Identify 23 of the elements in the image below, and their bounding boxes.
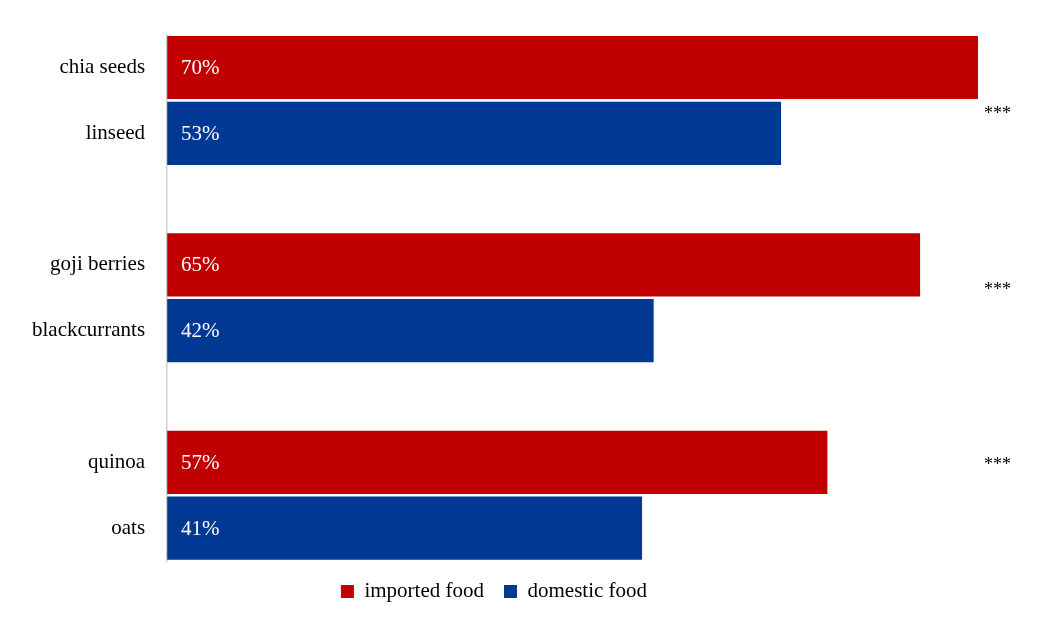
- bar: [167, 299, 654, 363]
- y-tick-label: oats: [111, 514, 146, 539]
- y-tick-label: linseed: [85, 119, 146, 144]
- y-tick-label: goji berries: [50, 251, 146, 276]
- y-tick-label: chia seeds: [59, 54, 146, 79]
- bar: [167, 101, 782, 165]
- data-label: 42%: [181, 318, 220, 343]
- bar: [167, 233, 921, 297]
- bar: [167, 496, 643, 560]
- data-label: 65%: [181, 252, 220, 277]
- data-label: 53%: [181, 120, 220, 145]
- y-tick-label: blackcurrants: [31, 317, 146, 342]
- text: ***: [984, 278, 1011, 299]
- data-label: 57%: [181, 449, 220, 474]
- y-tick-label: quinoa: [87, 448, 146, 473]
- data-label: 41%: [181, 515, 220, 540]
- legend-label: imported food: [364, 578, 485, 603]
- text: ***: [984, 454, 1011, 474]
- bar: [167, 35, 978, 100]
- text: ***: [984, 103, 1011, 124]
- bar: [167, 430, 828, 494]
- data-label: 70%: [181, 55, 220, 80]
- legend-label: domestic food: [527, 578, 648, 603]
